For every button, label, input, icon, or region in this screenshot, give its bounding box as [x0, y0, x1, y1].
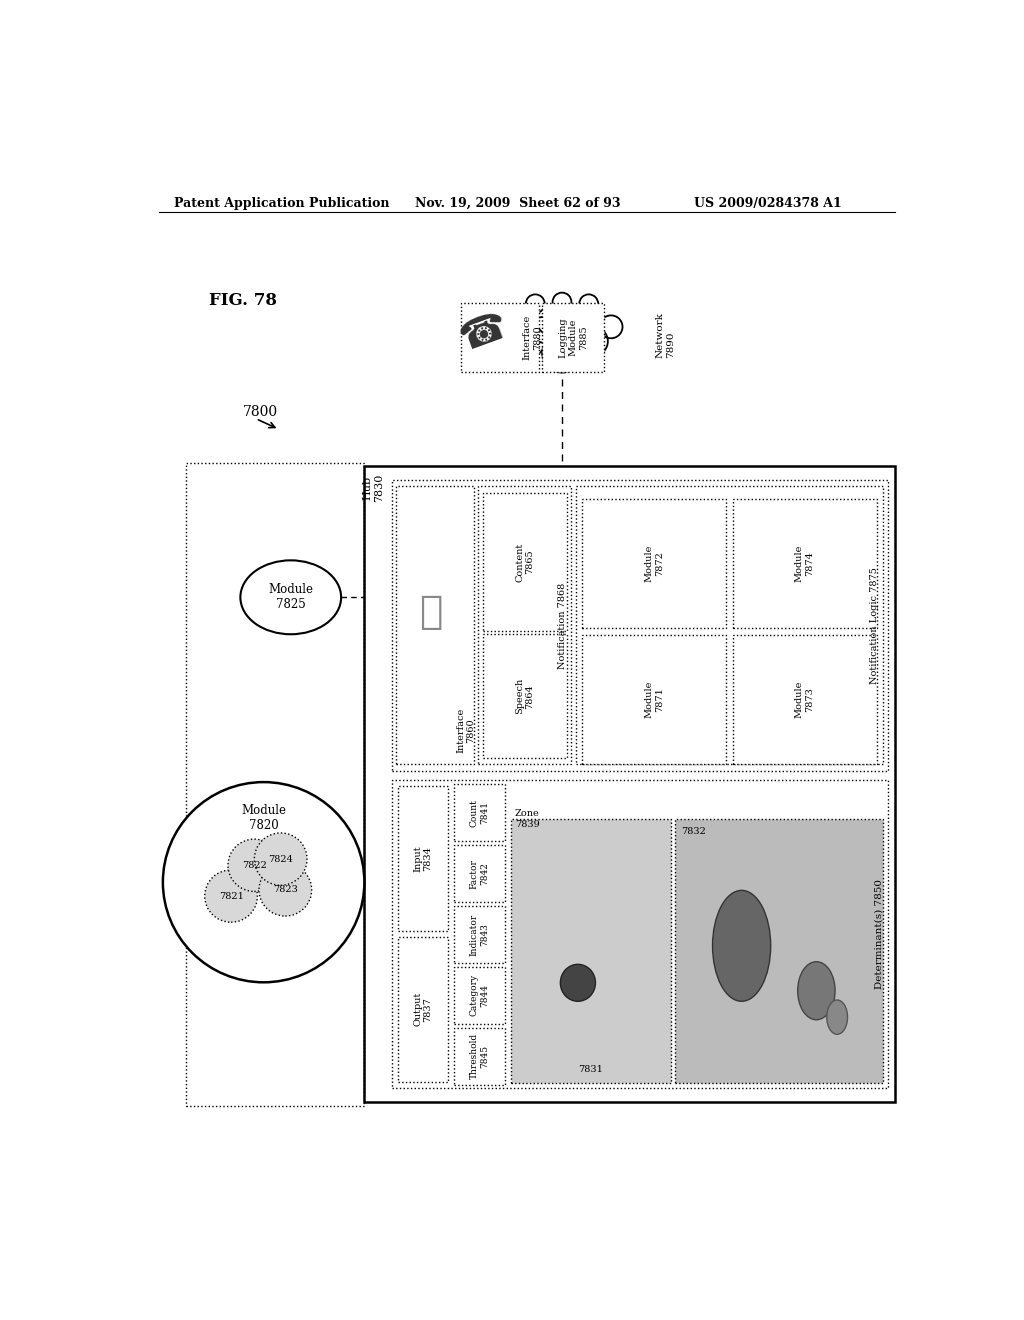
Text: 7824: 7824	[268, 854, 293, 863]
Circle shape	[566, 317, 593, 343]
Text: Notification Logic 7875: Notification Logic 7875	[870, 568, 879, 684]
Text: FIG. 78: FIG. 78	[209, 292, 278, 309]
Text: Network
7890: Network 7890	[655, 313, 675, 359]
Text: Input
7834: Input 7834	[414, 845, 432, 871]
Circle shape	[516, 327, 546, 356]
FancyBboxPatch shape	[455, 906, 505, 964]
FancyBboxPatch shape	[732, 499, 877, 628]
Text: Count
7841: Count 7841	[470, 799, 489, 826]
FancyBboxPatch shape	[483, 635, 566, 758]
Text: 7822: 7822	[242, 861, 267, 870]
Text: Module
7820: Module 7820	[241, 804, 286, 832]
Circle shape	[531, 317, 557, 343]
Text: Patent Application Publication: Patent Application Publication	[174, 197, 390, 210]
Text: 7800: 7800	[243, 405, 278, 420]
Text: Zone
7839: Zone 7839	[515, 809, 540, 829]
Circle shape	[553, 293, 571, 312]
Circle shape	[502, 315, 524, 338]
Ellipse shape	[560, 965, 596, 1002]
FancyBboxPatch shape	[511, 818, 671, 1084]
FancyBboxPatch shape	[732, 635, 877, 764]
Text: 7821: 7821	[219, 891, 244, 900]
Text: Output
7837: Output 7837	[414, 993, 432, 1027]
Circle shape	[163, 781, 365, 982]
Text: Threshold
7845: Threshold 7845	[470, 1034, 489, 1080]
Text: Speech
7864: Speech 7864	[515, 678, 535, 714]
Text: Factor
7842: Factor 7842	[470, 859, 489, 888]
Circle shape	[254, 833, 307, 886]
Text: Content
7865: Content 7865	[515, 543, 535, 582]
Text: 7831: 7831	[579, 1065, 603, 1074]
Text: Module
7825: Module 7825	[268, 583, 313, 611]
Text: US 2009/0284378 A1: US 2009/0284378 A1	[693, 197, 842, 210]
Circle shape	[580, 294, 598, 313]
Text: Module
7873: Module 7873	[795, 681, 814, 718]
Text: ☎: ☎	[454, 306, 512, 359]
Circle shape	[599, 315, 623, 338]
Text: Module
7871: Module 7871	[644, 681, 664, 718]
FancyBboxPatch shape	[455, 1028, 505, 1085]
Text: Notification 7868: Notification 7868	[558, 582, 567, 668]
Circle shape	[228, 840, 281, 891]
Ellipse shape	[798, 962, 836, 1020]
Text: Interface
7860: Interface 7860	[457, 708, 475, 752]
FancyBboxPatch shape	[583, 635, 726, 764]
Circle shape	[205, 870, 257, 923]
Text: Determinant(s) 7850: Determinant(s) 7850	[874, 879, 884, 989]
Text: Indicator
7843: Indicator 7843	[470, 913, 489, 956]
Text: 7832: 7832	[681, 826, 707, 836]
FancyBboxPatch shape	[675, 818, 883, 1084]
FancyBboxPatch shape	[397, 785, 449, 931]
Text: Logging
Module
7885: Logging Module 7885	[558, 318, 588, 358]
Text: Hub
7830: Hub 7830	[362, 474, 384, 503]
Text: 7823: 7823	[272, 886, 298, 895]
Ellipse shape	[713, 891, 771, 1002]
FancyBboxPatch shape	[455, 966, 505, 1024]
FancyBboxPatch shape	[396, 487, 474, 764]
Circle shape	[579, 327, 608, 356]
Text: Category
7844: Category 7844	[470, 974, 489, 1016]
Text: Nov. 19, 2009  Sheet 62 of 93: Nov. 19, 2009 Sheet 62 of 93	[415, 197, 621, 210]
FancyBboxPatch shape	[461, 304, 539, 372]
Circle shape	[526, 294, 545, 313]
FancyBboxPatch shape	[455, 845, 505, 903]
Ellipse shape	[826, 1001, 848, 1035]
Circle shape	[259, 863, 311, 916]
Text: Module
7874: Module 7874	[795, 545, 814, 582]
FancyBboxPatch shape	[483, 492, 566, 631]
FancyBboxPatch shape	[397, 937, 449, 1081]
FancyBboxPatch shape	[365, 466, 895, 1102]
Text: Interface
7880: Interface 7880	[523, 315, 543, 360]
Text: Module
7872: Module 7872	[644, 545, 664, 582]
FancyBboxPatch shape	[542, 304, 604, 372]
Circle shape	[542, 333, 582, 372]
Ellipse shape	[241, 561, 341, 635]
Text: ✋: ✋	[420, 593, 442, 631]
FancyBboxPatch shape	[583, 499, 726, 628]
FancyBboxPatch shape	[455, 784, 505, 841]
